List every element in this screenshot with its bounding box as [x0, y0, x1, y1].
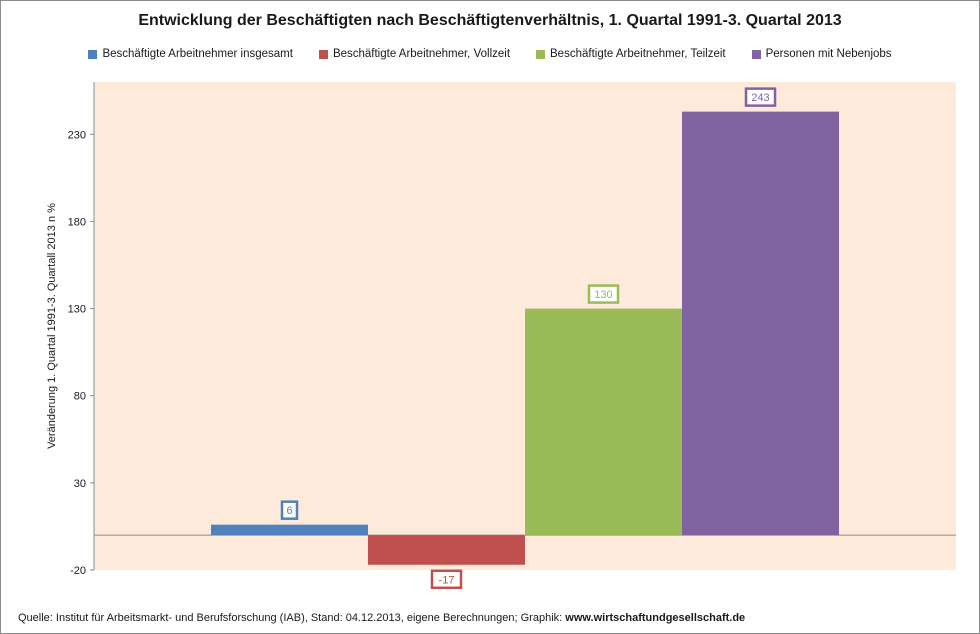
y-tick-label: 230	[68, 129, 86, 141]
legend-label-vollzeit: Beschäftigte Arbeitnehmer, Vollzeit	[332, 48, 511, 60]
bar	[682, 111, 839, 536]
legend-swatch-nebenjobs	[751, 49, 761, 59]
data-label: -17	[439, 574, 455, 586]
legend-item-nebenjobs: Personen mit Nebenjobs	[751, 48, 892, 60]
data-label-box	[587, 284, 620, 304]
data-label-box	[744, 87, 777, 107]
data-label: 6	[286, 505, 292, 517]
legend-label-insgesamt: Beschäftigte Arbeitnehmer insgesamt	[102, 48, 293, 60]
legend-label-teilzeit: Beschäftigte Arbeitnehmer, Teilzeit	[550, 48, 726, 60]
data-label: 130	[594, 289, 612, 301]
legend-item-vollzeit: Beschäftigte Arbeitnehmer, Vollzeit	[318, 48, 511, 60]
y-tick-label: 30	[74, 478, 86, 490]
legend-swatch-teilzeit	[536, 49, 546, 59]
y-tick-label: 130	[68, 304, 86, 316]
bar	[368, 535, 525, 565]
footer-text: Quelle: Institut für Arbeitsmarkt- und B…	[18, 612, 566, 624]
data-labels: 6 -17 130 243	[280, 87, 777, 590]
footer-source: Quelle: Institut für Arbeitsmarkt- und B…	[18, 612, 745, 624]
data-label-box	[280, 500, 299, 520]
legend-item-teilzeit: Beschäftigte Arbeitnehmer, Teilzeit	[536, 48, 726, 60]
data-label: 243	[751, 92, 769, 104]
y-tick-label: -20	[70, 565, 86, 577]
y-axis-label: Veränderung 1. Quartal 1991-3. Quartall …	[46, 203, 58, 449]
bars	[211, 111, 839, 565]
data-label-box	[430, 569, 463, 590]
legend-swatch-insgesamt	[88, 49, 98, 59]
legend-item-insgesamt: Beschäftigte Arbeitnehmer insgesamt	[88, 48, 293, 60]
bar	[211, 524, 368, 536]
legend-label-nebenjobs: Personen mit Nebenjobs	[765, 48, 892, 60]
legend: Beschäftigte Arbeitnehmer insgesamt Besc…	[0, 48, 980, 60]
bar	[525, 308, 682, 536]
legend-swatch-vollzeit	[318, 49, 328, 59]
footer-site: www.wirtschaftundgesellschaft.de	[565, 612, 746, 624]
chart-title: Entwicklung der Beschäftigten nach Besch…	[138, 12, 842, 29]
y-tick-label: 80	[74, 391, 86, 403]
y-tick-label: 180	[68, 216, 86, 228]
